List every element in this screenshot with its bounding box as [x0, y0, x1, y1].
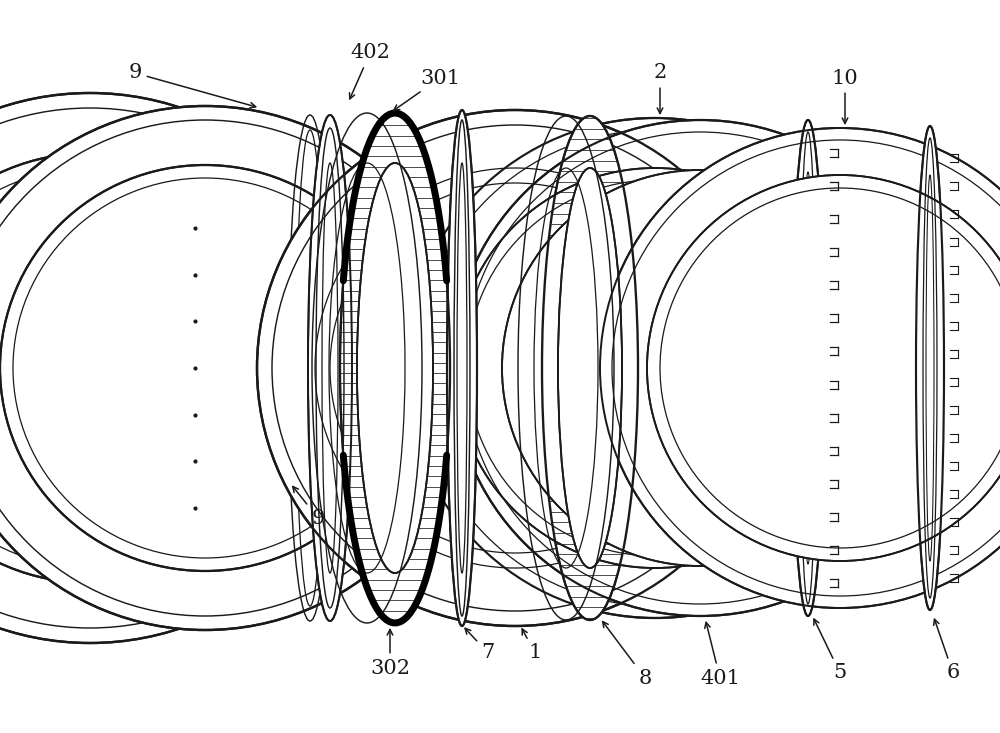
Text: 10: 10: [832, 68, 858, 124]
Ellipse shape: [0, 93, 370, 643]
Ellipse shape: [257, 110, 773, 626]
Text: 302: 302: [370, 630, 410, 677]
Text: 9: 9: [128, 64, 256, 108]
Text: 301: 301: [394, 68, 460, 111]
Ellipse shape: [558, 168, 622, 568]
Text: 9: 9: [293, 487, 325, 528]
Ellipse shape: [600, 128, 1000, 608]
Text: 402: 402: [350, 43, 390, 99]
Ellipse shape: [405, 118, 905, 618]
Ellipse shape: [455, 168, 855, 568]
Text: 401: 401: [700, 622, 740, 688]
Ellipse shape: [916, 126, 944, 610]
Ellipse shape: [447, 110, 477, 626]
Text: 8: 8: [603, 622, 652, 688]
Text: 1: 1: [522, 629, 542, 663]
Text: 5: 5: [814, 619, 847, 682]
Ellipse shape: [452, 120, 948, 616]
Ellipse shape: [0, 153, 305, 583]
Ellipse shape: [308, 115, 352, 621]
Ellipse shape: [647, 175, 1000, 561]
Ellipse shape: [0, 106, 470, 630]
Ellipse shape: [502, 170, 898, 566]
Ellipse shape: [340, 113, 450, 623]
Ellipse shape: [0, 165, 410, 571]
Ellipse shape: [542, 116, 638, 620]
Text: 2: 2: [653, 64, 667, 114]
Ellipse shape: [357, 163, 433, 573]
Text: 6: 6: [934, 619, 960, 682]
Text: 7: 7: [465, 628, 495, 663]
Ellipse shape: [792, 120, 824, 616]
